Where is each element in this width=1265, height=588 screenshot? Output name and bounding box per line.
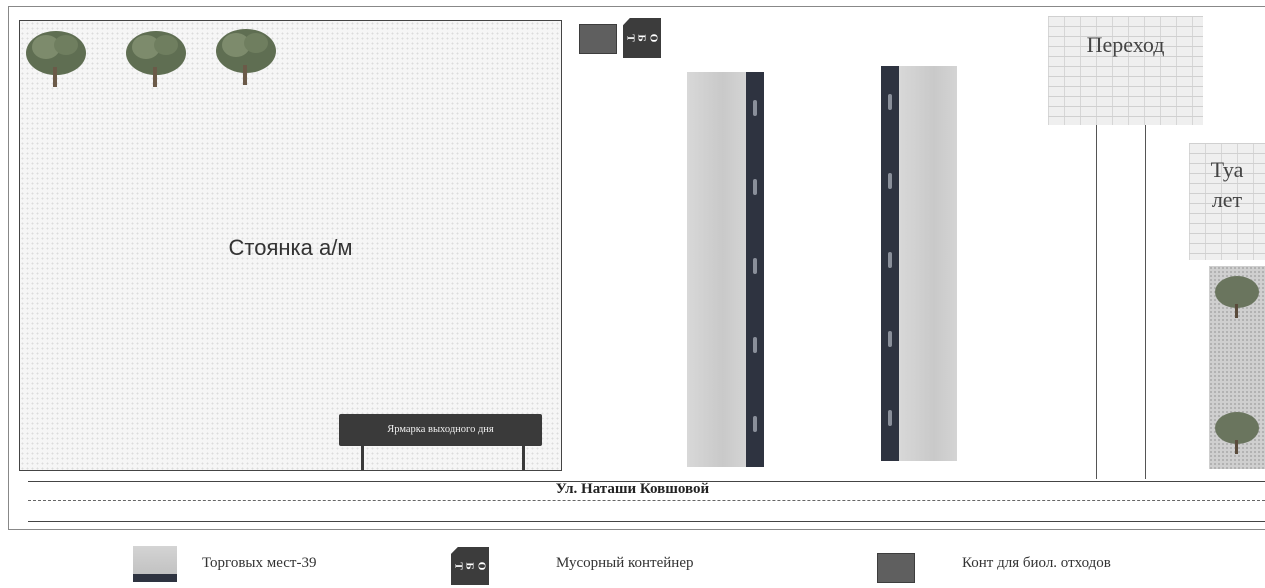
tbo-letter: О xyxy=(647,33,660,43)
street-edge xyxy=(28,521,1265,522)
stall-icon xyxy=(881,145,957,224)
parking-label: Стоянка а/м xyxy=(228,235,353,260)
street-centerline xyxy=(28,500,1265,501)
greenery-area xyxy=(1209,266,1265,469)
stall-icon xyxy=(687,309,764,388)
stall-icon xyxy=(881,382,957,461)
crossing-line xyxy=(1145,125,1146,479)
toilet-area: Туа лет xyxy=(1189,143,1265,260)
toilet-label-line1: Туа xyxy=(1210,157,1244,182)
crossing-label: Переход xyxy=(1086,32,1165,57)
crossing-area: Переход xyxy=(1048,16,1203,125)
map-frame xyxy=(8,6,1265,530)
stall-icon xyxy=(687,72,764,151)
stall-icon xyxy=(687,230,764,309)
parking-area: Стоянка а/м xyxy=(19,20,562,471)
stall-icon xyxy=(881,224,957,303)
tbo-letter: Т xyxy=(452,562,465,570)
stall-legend-icon xyxy=(133,546,177,582)
tbo-letter: Б xyxy=(463,562,476,570)
bio-legend-icon xyxy=(877,553,915,583)
trash-legend-icon: Т Б О xyxy=(451,547,489,585)
fair-sign-leg xyxy=(361,446,364,470)
toilet-label-line2: лет xyxy=(1211,187,1243,212)
trash-container-icon: Т Б О xyxy=(623,18,661,58)
stall-icon xyxy=(687,388,764,467)
street-name: Ул. Наташи Ковшовой xyxy=(555,481,710,497)
fair-sign: Ярмарка выходного дня xyxy=(339,414,542,470)
tree-icon xyxy=(26,31,86,87)
stall-column-right xyxy=(881,66,957,461)
fair-sign-label: Ярмарка выходного дня xyxy=(339,414,542,446)
stall-icon xyxy=(881,66,957,145)
stall-column-left xyxy=(687,72,764,467)
stall-icon xyxy=(881,303,957,382)
legend-trash: Мусорный контейнер xyxy=(556,555,694,571)
legend-bio: Конт для биол. отходов xyxy=(962,555,1111,571)
tree-icon xyxy=(216,29,276,85)
tbo-letter: Т xyxy=(624,34,637,42)
tree-icon xyxy=(126,31,186,87)
fair-sign-leg xyxy=(522,446,525,470)
street-edge xyxy=(28,481,1265,482)
tree-icon xyxy=(1215,412,1259,454)
bio-container-icon xyxy=(579,24,617,54)
legend-stalls: Торговых мест-39 xyxy=(202,555,317,571)
tree-icon xyxy=(1215,276,1259,318)
stall-icon xyxy=(687,151,764,230)
tbo-letter: О xyxy=(475,561,488,571)
crossing-line xyxy=(1096,125,1097,479)
tbo-letter: Б xyxy=(635,34,648,42)
